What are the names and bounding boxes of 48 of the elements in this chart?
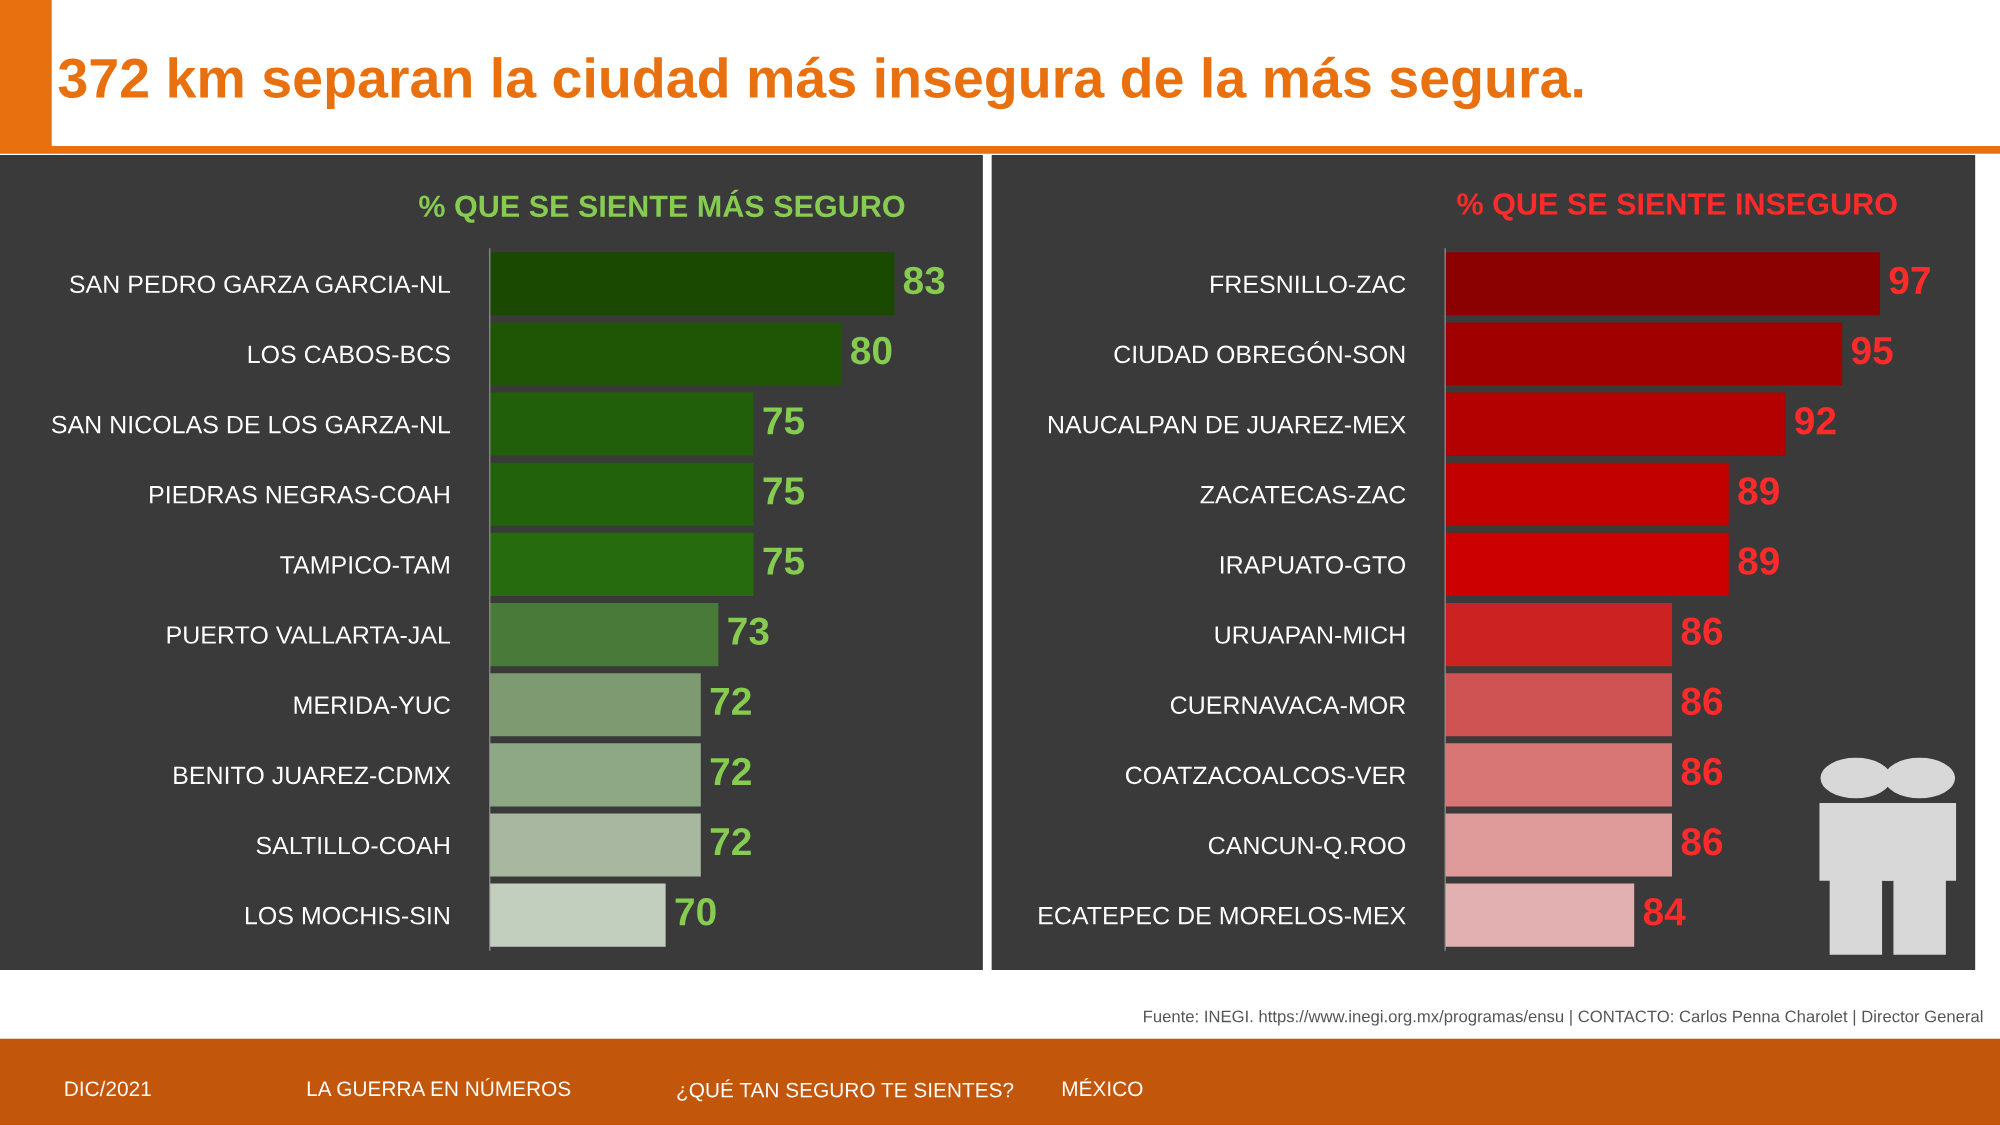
data-label: 86 — [1681, 827, 1723, 856]
text: DIC/2021 — [65, 1080, 151, 1097]
data-label: 83 — [903, 266, 945, 295]
data-label: 86 — [1681, 687, 1723, 716]
y-tick-label: CIUDAD OBREGÓN-SON — [1114, 341, 1405, 364]
y-tick-label: SAN PEDRO GARZA GARCIA-NL — [70, 275, 451, 294]
data-label: 75 — [763, 407, 805, 435]
y-tick-label: COATZACOALCOS-VER — [1126, 766, 1406, 785]
text: MÉXICO — [1062, 1077, 1143, 1097]
text: 372 km separan la ciudad más insegura de la más segura. — [58, 56, 1583, 110]
data-label: 70 — [675, 898, 716, 926]
data-label: 89 — [1738, 547, 1779, 575]
data-label: 95 — [1851, 336, 1893, 365]
data-label: 72 — [710, 827, 751, 856]
y-tick-label: LOS MOCHIS-SIN — [245, 906, 449, 925]
y-tick-label: ECATEPEC DE MORELOS-MEX — [1039, 906, 1406, 925]
data-label: 72 — [710, 687, 751, 715]
y-tick-label: CANCUN-Q.ROO — [1208, 836, 1406, 859]
data-label: 86 — [1681, 617, 1723, 646]
data-label: 75 — [763, 477, 805, 505]
chart-title: % QUE SE SIENTE INSEGURO — [1457, 193, 1897, 221]
y-tick-label: CUERNAVACA-MOR — [1170, 696, 1406, 715]
text: LA GUERRA EN NÚMEROS — [307, 1077, 571, 1097]
y-tick-label: MERIDA-YUC — [294, 696, 450, 715]
source-note: Fuente: INEGI. https://www.inegi.org.mx/programas/ensu | CONTACTO: Carlos Penna Charolet | Director General — [1144, 1010, 1983, 1026]
data-label: 92 — [1795, 407, 1836, 435]
y-tick-label: BENITO JUAREZ-CDMX — [174, 766, 451, 785]
y-tick-label: ZACATECAS-ZAC — [1200, 485, 1406, 504]
y-tick-label: PIEDRAS NEGRAS-COAH — [150, 485, 449, 504]
data-label: 75 — [763, 547, 805, 575]
data-label: 86 — [1681, 757, 1723, 786]
y-tick-label: FRESNILLO-ZAC — [1211, 275, 1406, 294]
y-tick-label: LOS CABOS-BCS — [248, 345, 450, 364]
text: ¿QUÉ TAN SEGURO TE SIENTES? — [677, 1079, 1014, 1102]
y-tick-label: SAN NICOLAS DE LOS GARZA-NL — [51, 415, 451, 434]
chart-title: % QUE SE SIENTE MÁS SEGURO — [419, 189, 905, 223]
data-label: 89 — [1738, 477, 1779, 505]
data-label: 73 — [728, 617, 769, 646]
data-label: 97 — [1889, 266, 1930, 295]
data-label: 84 — [1643, 898, 1686, 926]
data-label: 80 — [851, 336, 892, 365]
y-tick-label: IRAPUATO-GTO — [1221, 556, 1406, 574]
y-tick-label: URUAPAN-MICH — [1215, 626, 1405, 644]
data-label: 72 — [710, 757, 751, 785]
y-tick-label: NAUCALPAN DE JUAREZ-MEX — [1048, 415, 1406, 434]
y-tick-label: PUERTO VALLARTA-JAL — [167, 626, 451, 644]
y-tick-label: SALTILLO-COAH — [256, 836, 449, 855]
y-tick-label: TAMPICO-TAM — [280, 556, 449, 574]
